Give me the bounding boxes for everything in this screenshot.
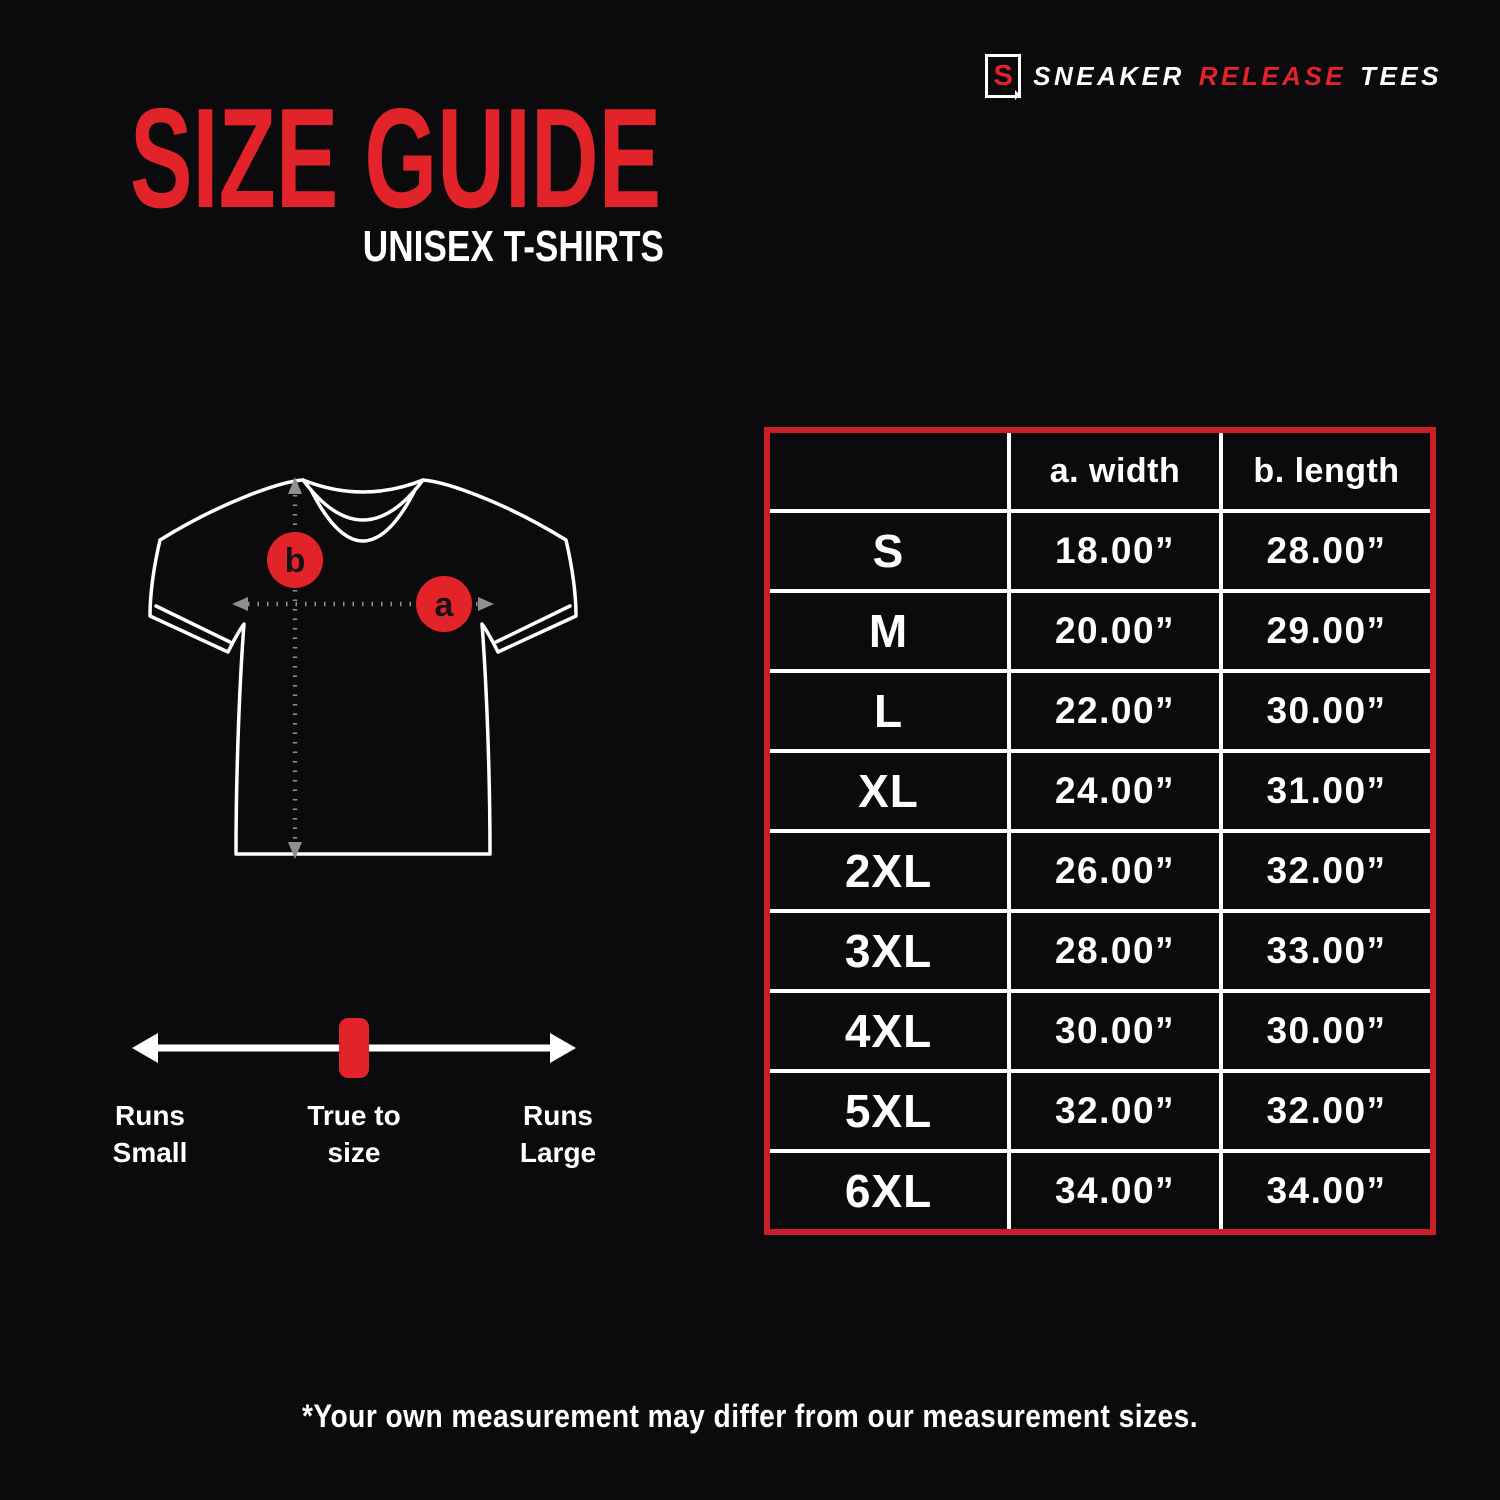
footnote: *Your own measurement may differ from ou… — [302, 1398, 1198, 1434]
left-cuff-seam — [154, 604, 232, 644]
size-cell: 2XL — [770, 833, 1007, 909]
length-cell: 33.00” — [1223, 913, 1430, 989]
brand-word-sneaker: SNEAKER — [1033, 60, 1185, 91]
fit-scale: Runs Small True to size Runs Large — [113, 1012, 596, 1172]
length-cell: 28.00” — [1223, 513, 1430, 589]
length-cell: 32.00” — [1223, 1073, 1430, 1149]
width-cell: 20.00” — [1011, 593, 1219, 669]
width-cell: 18.00” — [1011, 513, 1219, 589]
arrow-left-icon — [232, 597, 248, 611]
size-cell: XL — [770, 753, 1007, 829]
tshirt-outline-icon — [148, 478, 578, 856]
length-cell: 30.00” — [1223, 673, 1430, 749]
column-header-width: a. width — [1011, 433, 1219, 509]
page-subtitle: UNISEX T-SHIRTS — [362, 222, 664, 271]
width-cell: 32.00” — [1011, 1073, 1219, 1149]
arrow-up-icon — [288, 477, 302, 494]
size-cell: 3XL — [770, 913, 1007, 989]
tshirt-diagram-svg: b a — [148, 477, 578, 859]
page-title: SIZE GUIDE — [130, 79, 662, 238]
tshirt-diagram: b a — [148, 466, 578, 870]
length-marker-icon — [267, 532, 323, 588]
length-cell: 29.00” — [1223, 593, 1430, 669]
fit-scale-arrow — [132, 1018, 576, 1078]
width-cell: 26.00” — [1011, 833, 1219, 909]
fit-label-runs-large: Runs Large — [488, 1098, 628, 1172]
column-header-blank — [770, 433, 1007, 509]
length-marker-letter: b — [285, 542, 306, 580]
brand-logo-icon: S — [985, 54, 1022, 100]
size-cell: 6XL — [770, 1153, 1007, 1229]
measure-arrowheads — [232, 477, 494, 859]
collar-inner-arc — [309, 488, 417, 543]
width-cell: 30.00” — [1011, 993, 1219, 1069]
fit-label-true-to-size: True to size — [284, 1098, 424, 1172]
size-cell: 4XL — [770, 993, 1007, 1069]
collar-outer-arc — [301, 478, 425, 522]
title-block: SIZE GUIDE UNISEX T-SHIRTS — [130, 88, 664, 272]
width-cell: 34.00” — [1011, 1153, 1219, 1229]
fit-scale-labels: Runs Small True to size Runs Large — [80, 1098, 628, 1172]
length-cell: 34.00” — [1223, 1153, 1430, 1229]
width-cell: 24.00” — [1011, 753, 1219, 829]
fit-label-line: Small — [112, 1136, 188, 1168]
size-table: a. width b. length S 18.00” 28.00” M 20.… — [764, 427, 1436, 1235]
width-marker-letter: a — [435, 586, 455, 624]
fit-label-line: Runs — [115, 1100, 185, 1131]
brand-word-tees: TEES — [1360, 60, 1442, 91]
length-cell: 30.00” — [1223, 993, 1430, 1069]
fit-label-line: size — [327, 1136, 381, 1168]
fit-slider-handle — [339, 1018, 369, 1078]
brand-logo: S SNEAKER RELEASE TEES — [985, 54, 1442, 100]
fit-label-line: True to — [307, 1100, 401, 1131]
size-cell: 5XL — [770, 1073, 1007, 1149]
arrow-right-icon — [478, 597, 494, 611]
size-cell: L — [770, 673, 1007, 749]
width-cell: 28.00” — [1011, 913, 1219, 989]
width-cell: 22.00” — [1011, 673, 1219, 749]
brand-logo-letter: S — [993, 59, 1013, 92]
size-cell: S — [770, 513, 1007, 589]
fit-label-line: Runs — [523, 1100, 593, 1131]
length-cell: 32.00” — [1223, 833, 1430, 909]
right-cuff-seam — [494, 604, 572, 644]
width-marker-icon — [416, 576, 472, 632]
fit-label-runs-small: Runs Small — [80, 1098, 220, 1172]
column-header-length: b. length — [1223, 433, 1430, 509]
brand-logo-text: SNEAKER RELEASE TEES — [1033, 61, 1442, 92]
fit-label-line: Large — [519, 1136, 597, 1168]
arrow-left-icon — [132, 1033, 158, 1063]
arrow-down-icon — [288, 842, 302, 859]
size-cell: M — [770, 593, 1007, 669]
brand-word-release: RELEASE — [1198, 60, 1347, 91]
length-cell: 31.00” — [1223, 753, 1430, 829]
arrow-right-icon — [550, 1033, 576, 1063]
